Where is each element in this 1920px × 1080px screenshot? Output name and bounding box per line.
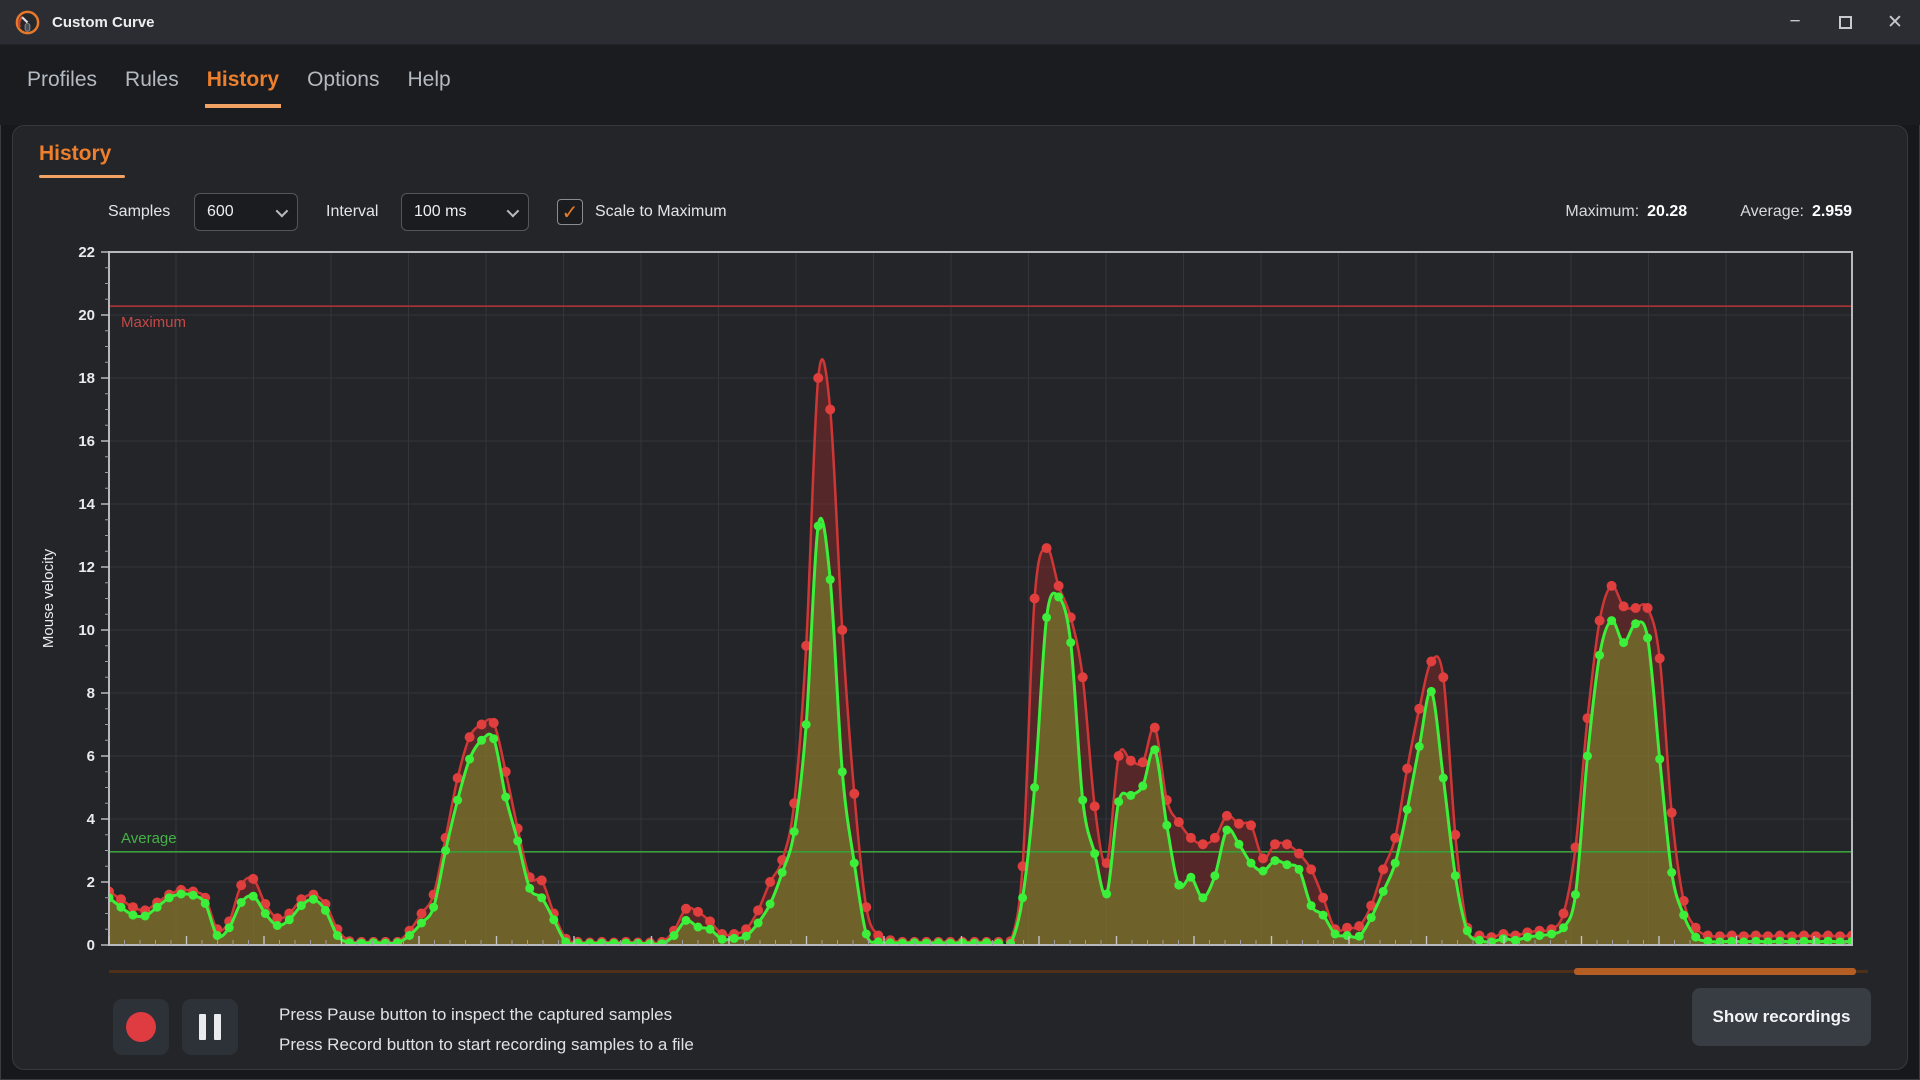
section-title-underline bbox=[39, 175, 125, 178]
average-stat-value: 2.959 bbox=[1811, 203, 1852, 220]
minimize-button[interactable]: − bbox=[1789, 11, 1801, 32]
record-button[interactable] bbox=[113, 999, 169, 1055]
main-tab-bar: Profiles Rules History Options Help bbox=[0, 45, 1920, 125]
interval-label: Interval bbox=[326, 203, 379, 220]
svg-text:18: 18 bbox=[78, 370, 95, 387]
chart-controls-row: Samples 600 Interval 100 ms ✓ Scale to M… bbox=[13, 192, 1909, 232]
chart-stats: Maximum: 20.28 Average: 2.959 bbox=[1565, 192, 1852, 232]
tab-rules[interactable]: Rules bbox=[125, 68, 179, 91]
maximize-button[interactable] bbox=[1820, 0, 1870, 45]
svg-text:4: 4 bbox=[87, 811, 96, 828]
samples-select-value: 600 bbox=[207, 203, 234, 220]
svg-text:16: 16 bbox=[78, 433, 95, 450]
tab-help[interactable]: Help bbox=[407, 68, 451, 91]
svg-text:Maximum: Maximum bbox=[121, 314, 186, 331]
chart-scrollbar-track[interactable] bbox=[109, 970, 1868, 973]
svg-text:14: 14 bbox=[78, 496, 95, 513]
app-gauge-icon bbox=[15, 10, 40, 34]
footer-hint-text: Press Pause button to inspect the captur… bbox=[279, 1000, 694, 1060]
svg-text:10: 10 bbox=[78, 622, 95, 639]
svg-text:22: 22 bbox=[78, 244, 95, 261]
footer-hint-line1: Press Pause button to inspect the captur… bbox=[279, 1005, 673, 1024]
tab-profiles[interactable]: Profiles bbox=[27, 68, 98, 91]
section-title: History bbox=[39, 142, 112, 165]
interval-select[interactable]: 100 ms bbox=[401, 193, 529, 231]
scale-to-maximum-checkbox[interactable]: ✓ bbox=[557, 199, 583, 225]
interval-select-value: 100 ms bbox=[414, 203, 467, 220]
window-title: Custom Curve bbox=[52, 13, 155, 31]
footer-hint-line2: Press Record button to start recording s… bbox=[279, 1035, 694, 1054]
samples-select[interactable]: 600 bbox=[194, 193, 298, 231]
pause-icon bbox=[199, 1014, 221, 1040]
average-stat-label: Average: bbox=[1740, 203, 1804, 220]
svg-text:6: 6 bbox=[87, 748, 95, 765]
record-icon bbox=[126, 1012, 156, 1042]
show-recordings-button[interactable]: Show recordings bbox=[1692, 988, 1871, 1046]
svg-text:20: 20 bbox=[78, 307, 95, 324]
maximum-stat-label: Maximum: bbox=[1565, 203, 1640, 220]
checkmark-icon: ✓ bbox=[561, 201, 579, 224]
svg-text:Mouse velocity: Mouse velocity bbox=[40, 548, 57, 648]
title-bar: Custom Curve − ✕ bbox=[0, 0, 1920, 45]
chart-scrollbar[interactable] bbox=[109, 968, 1868, 975]
samples-label: Samples bbox=[108, 203, 171, 220]
tab-options[interactable]: Options bbox=[307, 68, 380, 91]
chart-scrollbar-thumb[interactable] bbox=[1574, 968, 1856, 975]
svg-text:Average: Average bbox=[121, 830, 177, 847]
svg-text:2: 2 bbox=[87, 874, 95, 891]
history-panel: History Samples 600 Interval 100 ms ✓ Sc… bbox=[12, 125, 1908, 1070]
window-controls: − ✕ bbox=[1770, 0, 1920, 45]
pause-button[interactable] bbox=[182, 999, 238, 1055]
maximum-stat-value: 20.28 bbox=[1647, 203, 1688, 220]
maximize-icon bbox=[1838, 15, 1852, 29]
svg-text:0: 0 bbox=[87, 937, 95, 954]
svg-text:12: 12 bbox=[78, 559, 95, 576]
tab-history[interactable]: History bbox=[204, 62, 282, 108]
svg-text:8: 8 bbox=[87, 685, 95, 702]
close-button[interactable]: ✕ bbox=[1887, 11, 1903, 33]
scale-to-maximum-label: Scale to Maximum bbox=[595, 203, 727, 220]
history-chart[interactable]: Maximum Average 0 2 4 6 8 10 12 14 16 18 20 22 Mouse v… bbox=[13, 126, 1909, 1069]
